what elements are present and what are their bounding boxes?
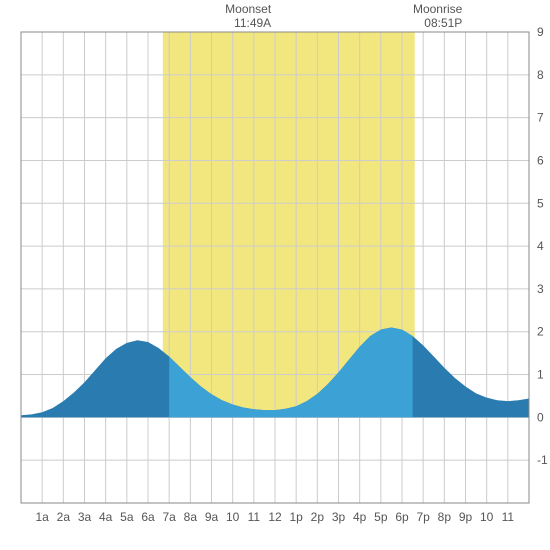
y-tick-label: 0 — [537, 410, 544, 424]
x-tick-label: 1a — [35, 510, 49, 524]
x-tick-label: 3a — [78, 510, 92, 524]
y-tick-label: 4 — [537, 239, 544, 253]
x-tick-label: 10 — [226, 510, 240, 524]
x-tick-label: 6a — [141, 510, 155, 524]
moonset-time: 11:49A — [234, 16, 271, 30]
x-tick-label: 2p — [311, 510, 325, 524]
x-tick-label: 9a — [205, 510, 219, 524]
x-tick-label: 2a — [57, 510, 71, 524]
x-tick-label: 6p — [395, 510, 409, 524]
y-tick-label: 6 — [537, 153, 544, 167]
tide-chart: 1a2a3a4a5a6a7a8a9a1011121p2p3p4p5p6p7p8p… — [0, 0, 550, 550]
x-tick-label: 8a — [184, 510, 198, 524]
chart-svg: 1a2a3a4a5a6a7a8a9a1011121p2p3p4p5p6p7p8p… — [0, 0, 550, 550]
y-tick-label: 9 — [537, 25, 544, 39]
x-tick-label: 7p — [416, 510, 430, 524]
moonrise-title: Moonrise — [413, 2, 463, 16]
y-tick-label: 7 — [537, 111, 544, 125]
x-tick-label: 3p — [332, 510, 346, 524]
x-tick-label: 11 — [248, 510, 261, 524]
y-tick-label: -1 — [537, 453, 548, 467]
y-tick-label: 5 — [537, 196, 544, 210]
x-tick-label: 4p — [353, 510, 367, 524]
y-tick-label: 8 — [537, 68, 544, 82]
y-tick-label: 3 — [537, 282, 544, 296]
x-tick-label: 4a — [99, 510, 113, 524]
x-tick-label: 10 — [480, 510, 494, 524]
moonrise-time: 08:51P — [424, 16, 462, 30]
x-tick-label: 12 — [268, 510, 282, 524]
x-tick-label: 5a — [120, 510, 134, 524]
x-tick-label: 9p — [459, 510, 473, 524]
x-tick-label: 8p — [438, 510, 452, 524]
x-tick-label: 1p — [289, 510, 303, 524]
y-tick-label: 2 — [537, 325, 544, 339]
y-tick-label: 1 — [537, 368, 544, 382]
moonset-title: Moonset — [225, 2, 272, 16]
x-tick-label: 7a — [162, 510, 176, 524]
x-tick-label: 11 — [502, 510, 515, 524]
x-tick-label: 5p — [374, 510, 388, 524]
